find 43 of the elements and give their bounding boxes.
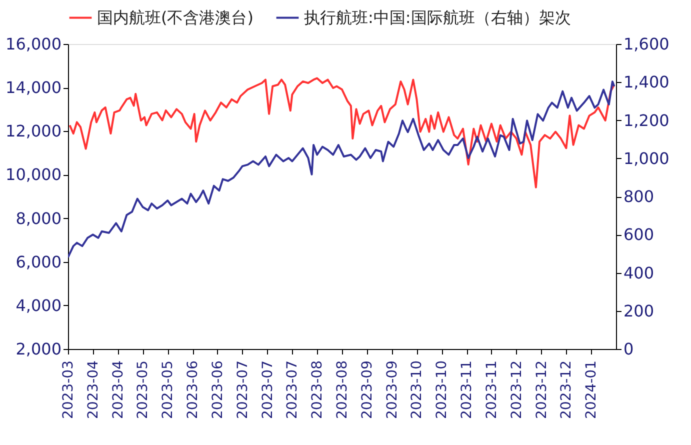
y2-tick-label: 400 [624,263,654,282]
y2-tick-label: 600 [624,225,654,244]
x-tick-label: 2023-11 [484,360,500,419]
y-tick-label: 14,000 [6,78,62,98]
line-series [68,80,616,258]
legend-label: 执行航班:中国:国际航班（右轴）架次 [304,8,571,27]
line-series [68,77,616,188]
y2-tick-label: 0 [624,340,634,358]
legend-label: 国内航班(不含港澳台) [97,8,254,27]
x-tick-label: 2023-06 [185,360,202,419]
x-tick-label: 2023-08 [310,360,326,419]
y-tick-label: 10,000 [6,165,62,184]
y2-tick-label: 800 [624,187,654,206]
y2-tick-label: 1,000 [624,148,670,168]
x-tick-label: 2023-05 [135,360,152,419]
x-tick-label: 2023-07 [260,360,276,419]
y2-tick-label: 1,200 [624,110,670,130]
y2-tick-label: 1,600 [624,34,670,54]
x-tick-label: 2023-10 [434,360,450,419]
y-tick-label: 4,000 [16,296,62,315]
x-tick-label: 2023-12 [558,360,575,419]
y-tick-label: 6,000 [16,252,62,272]
x-tick-label: 2023-07 [234,360,251,419]
x-tick-label: 2023-12 [534,360,550,419]
x-tick-label: 2023-09 [359,360,376,419]
x-tick-label: 2023-09 [384,360,400,419]
y-tick-label: 2,000 [16,340,62,358]
x-tick-label: 2024-01 [584,360,600,419]
y2-tick-label: 1,400 [624,72,670,92]
x-tick-label: 2023-10 [409,360,426,419]
x-tick-label: 2023-08 [334,360,350,419]
y-tick-label: 8,000 [16,208,62,228]
x-tick-label: 2023-12 [508,360,525,419]
x-tick-label: 2023-03 [60,360,76,419]
y-tick-label: 16,000 [6,34,62,54]
y2-tick-label: 200 [624,301,654,320]
x-tick-label: 2023-04 [85,360,102,419]
x-tick-label: 2023-05 [160,360,176,419]
x-tick-label: 2023-11 [459,360,476,419]
x-tick-label: 2023-04 [110,360,126,419]
x-tick-label: 2023-06 [210,360,226,419]
x-tick-label: 2023-07 [284,360,301,419]
y-tick-label: 12,000 [6,122,62,141]
